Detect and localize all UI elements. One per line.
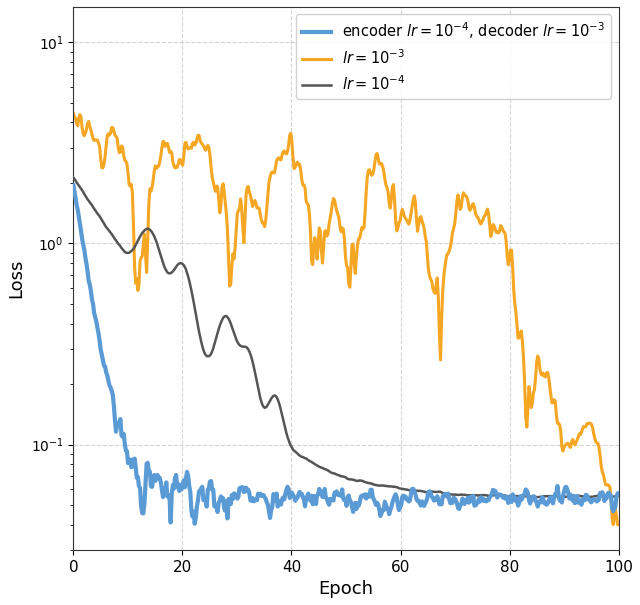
- $lr = 10^{-3}$: [70, 110, 77, 117]
- encoder $lr = 10^{-4}$, decoder $lr = 10^{-3}$: [395, 506, 403, 514]
- $lr = 10^{-4}$: [516, 492, 524, 500]
- $lr = 10^{-4}$: [70, 174, 77, 182]
- encoder $lr = 10^{-4}$, decoder $lr = 10^{-3}$: [603, 495, 611, 502]
- $lr = 10^{-3}$: [365, 167, 372, 174]
- X-axis label: Epoch: Epoch: [319, 580, 374, 598]
- $lr = 10^{-4}$: [332, 471, 339, 478]
- encoder $lr = 10^{-4}$, decoder $lr = 10^{-3}$: [70, 182, 77, 189]
- $lr = 10^{-3}$: [516, 329, 524, 336]
- Legend: encoder $lr = 10^{-4}$, decoder $lr = 10^{-3}$, $lr = 10^{-3}$, $lr = 10^{-4}$: encoder $lr = 10^{-4}$, decoder $lr = 10…: [296, 15, 611, 99]
- $lr = 10^{-4}$: [615, 492, 623, 499]
- $lr = 10^{-3}$: [332, 201, 339, 209]
- $lr = 10^{-4}$: [328, 469, 336, 477]
- $lr = 10^{-3}$: [602, 481, 609, 488]
- $lr = 10^{-4}$: [394, 484, 402, 491]
- Y-axis label: Loss: Loss: [7, 259, 25, 298]
- Line: $lr = 10^{-3}$: $lr = 10^{-3}$: [74, 114, 619, 525]
- $lr = 10^{-3}$: [328, 200, 336, 208]
- $lr = 10^{-4}$: [531, 494, 538, 501]
- $lr = 10^{-3}$: [394, 224, 402, 232]
- encoder $lr = 10^{-4}$, decoder $lr = 10^{-3}$: [365, 493, 373, 500]
- $lr = 10^{-3}$: [609, 521, 617, 528]
- encoder $lr = 10^{-4}$, decoder $lr = 10^{-3}$: [330, 497, 337, 504]
- Line: encoder $lr = 10^{-4}$, decoder $lr = 10^{-3}$: encoder $lr = 10^{-4}$, decoder $lr = 10…: [74, 185, 619, 524]
- encoder $lr = 10^{-4}$, decoder $lr = 10^{-3}$: [191, 520, 198, 528]
- $lr = 10^{-4}$: [603, 493, 611, 500]
- $lr = 10^{-4}$: [365, 479, 372, 486]
- encoder $lr = 10^{-4}$, decoder $lr = 10^{-3}$: [518, 496, 525, 503]
- encoder $lr = 10^{-4}$, decoder $lr = 10^{-3}$: [615, 489, 623, 497]
- encoder $lr = 10^{-4}$, decoder $lr = 10^{-3}$: [333, 488, 340, 495]
- Line: $lr = 10^{-4}$: $lr = 10^{-4}$: [74, 178, 619, 497]
- $lr = 10^{-3}$: [615, 521, 623, 528]
